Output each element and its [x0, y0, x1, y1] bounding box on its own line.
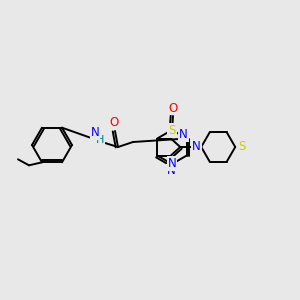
Text: O: O: [110, 116, 118, 130]
Text: N: N: [167, 164, 176, 178]
Text: S: S: [238, 140, 246, 154]
Text: N: N: [179, 128, 188, 141]
Text: N: N: [91, 127, 99, 140]
Text: S: S: [168, 124, 175, 137]
Text: N: N: [192, 140, 201, 154]
Text: N: N: [167, 157, 176, 170]
Text: O: O: [168, 101, 178, 115]
Text: H: H: [96, 135, 104, 145]
